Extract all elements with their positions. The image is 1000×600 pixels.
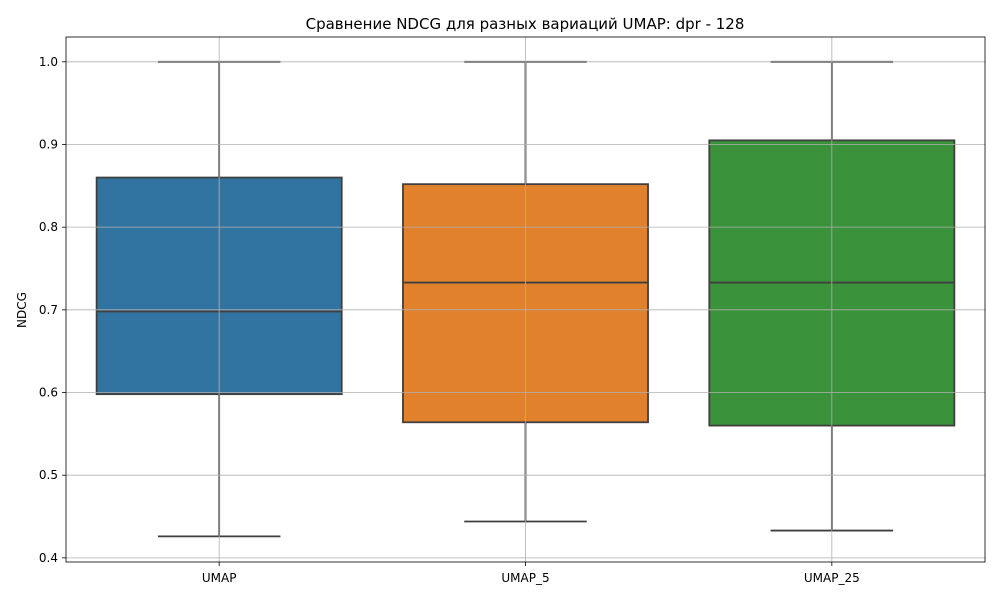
y-tick-label: 0.4 <box>39 551 58 565</box>
chart-title: Сравнение NDCG для разных вариаций UMAP:… <box>306 15 745 33</box>
y-tick-label: 1.0 <box>39 55 58 69</box>
grid <box>66 37 985 562</box>
x-tick-label: UMAP <box>202 571 237 585</box>
x-tick-label: UMAP_5 <box>501 571 549 585</box>
ticks: 0.4 0.5 0.6 0.7 0.8 0.9 1.0 UMAP UMAP_5 UMAP_25 <box>39 55 860 585</box>
y-axis-label: NDCG <box>15 292 29 328</box>
y-tick-label: 0.5 <box>39 468 58 482</box>
y-tick-label: 0.8 <box>39 220 58 234</box>
x-tick-label: UMAP_25 <box>804 571 860 585</box>
y-tick-label: 0.9 <box>39 137 58 151</box>
y-tick-label: 0.7 <box>39 303 58 317</box>
y-tick-label: 0.6 <box>39 386 58 400</box>
